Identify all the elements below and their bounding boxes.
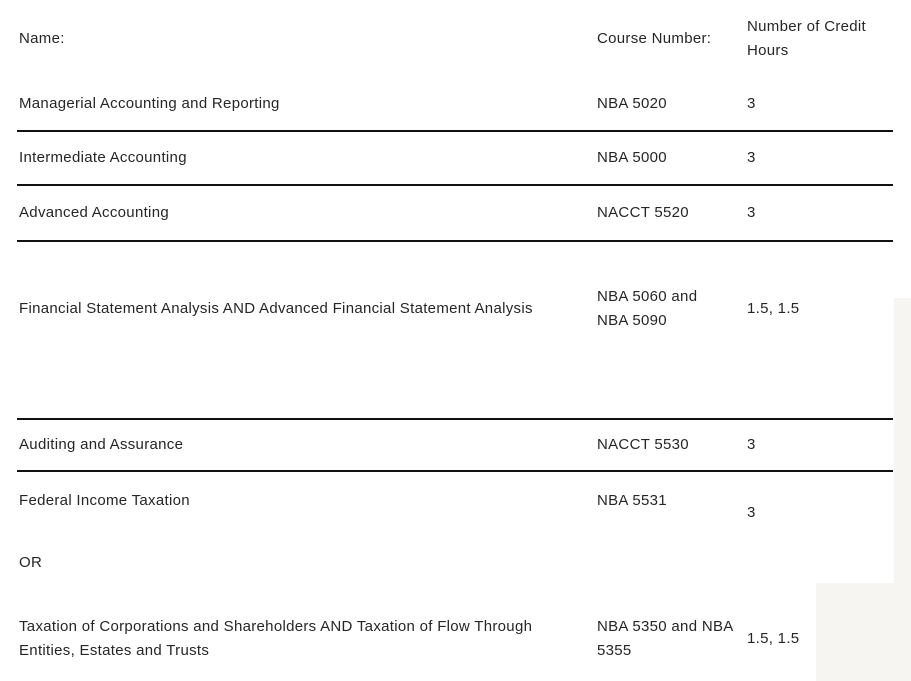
course-number-cell: NACCT 5530 bbox=[595, 419, 745, 472]
course-name-cell: Advanced Accounting bbox=[17, 185, 595, 242]
or-label: OR bbox=[19, 554, 43, 571]
course-name-cell: Taxation of Corporations and Shareholder… bbox=[19, 618, 533, 659]
course-name-cell: Intermediate Accounting bbox=[17, 131, 595, 186]
column-header-name: Name: bbox=[19, 29, 65, 47]
table-row: Auditing and Assurance NACCT 5530 3 bbox=[17, 419, 893, 472]
or-separator-row: OR bbox=[17, 529, 893, 597]
page-background-strip-right bbox=[894, 298, 911, 583]
course-number-cell: NBA 5060 and NBA 5090 bbox=[595, 241, 745, 420]
table-header-row: Name: Course Number: Number of Credit Ho… bbox=[17, 0, 893, 77]
credit-hours-cell: 3 bbox=[745, 77, 893, 132]
table-row: Intermediate Accounting NBA 5000 3 bbox=[17, 131, 893, 186]
credit-hours-cell: 1.5, 1.5 bbox=[745, 241, 893, 420]
page-background-block-bottom-right bbox=[816, 583, 911, 681]
course-number-cell: NACCT 5520 bbox=[595, 185, 745, 242]
course-name-cell: Managerial Accounting and Reporting bbox=[17, 77, 595, 132]
table-row: Taxation of Corporations and Shareholder… bbox=[17, 597, 893, 681]
table-row: Federal Income Taxation NBA 5531 3 bbox=[17, 471, 893, 529]
credit-hours-cell: 3 bbox=[747, 503, 756, 521]
table-row: Advanced Accounting NACCT 5520 3 bbox=[17, 185, 893, 242]
credit-hours-cell: 1.5, 1.5 bbox=[747, 630, 800, 647]
course-credit-table: Name: Course Number: Number of Credit Ho… bbox=[17, 0, 893, 681]
course-number-cell: NBA 5020 bbox=[595, 77, 745, 132]
credit-hours-cell: 3 bbox=[745, 419, 893, 472]
course-number-cell: NBA 5000 bbox=[595, 131, 745, 186]
column-header-course-number: Course Number: bbox=[597, 29, 712, 47]
course-number-cell: NBA 5350 and NBA 5355 bbox=[597, 618, 734, 659]
course-name-cell: Financial Statement Analysis AND Advance… bbox=[17, 241, 595, 420]
table-row: Managerial Accounting and Reporting NBA … bbox=[17, 77, 893, 132]
course-name-cell: Auditing and Assurance bbox=[17, 419, 595, 472]
credit-hours-cell bbox=[745, 529, 893, 597]
credit-hours-cell: 3 bbox=[745, 131, 893, 186]
course-number-cell: NBA 5531 bbox=[597, 491, 667, 509]
credit-hours-cell: 3 bbox=[745, 185, 893, 242]
course-number-cell bbox=[595, 529, 745, 597]
column-header-credit-hours: Number of Credit Hours bbox=[747, 17, 867, 59]
course-name-cell: Federal Income Taxation bbox=[19, 491, 190, 509]
table-row: Financial Statement Analysis AND Advance… bbox=[17, 241, 893, 420]
